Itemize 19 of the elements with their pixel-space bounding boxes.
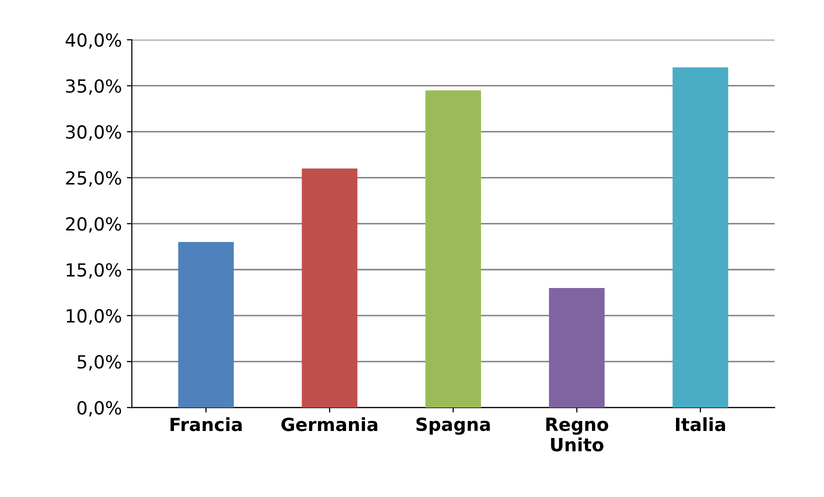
- x-tick-label: Italia: [676, 417, 726, 432]
- x-tick-label: Spagna: [416, 417, 490, 435]
- y-tick-label: 30,0%: [66, 125, 122, 141]
- bar: [178, 242, 234, 408]
- x-tick-label: Regno Unito: [546, 418, 608, 452]
- y-tick-label: 25,0%: [66, 171, 122, 187]
- y-tick-label: 0,0%: [77, 401, 122, 416]
- y-tick-label: 20,0%: [66, 217, 122, 233]
- bar: [425, 90, 482, 408]
- y-tick-label: 40,0%: [66, 33, 122, 49]
- y-tick-label: 15,0%: [66, 263, 122, 279]
- bar: [302, 168, 358, 408]
- x-tick-label: Germania: [281, 417, 378, 432]
- bar: [672, 67, 728, 408]
- x-tick-label: Francia: [170, 417, 242, 432]
- y-tick-label: 35,0%: [66, 79, 122, 95]
- y-tick-label: 10,0%: [66, 309, 122, 325]
- y-tick-label: 5,0%: [78, 355, 122, 371]
- bar: [548, 288, 605, 408]
